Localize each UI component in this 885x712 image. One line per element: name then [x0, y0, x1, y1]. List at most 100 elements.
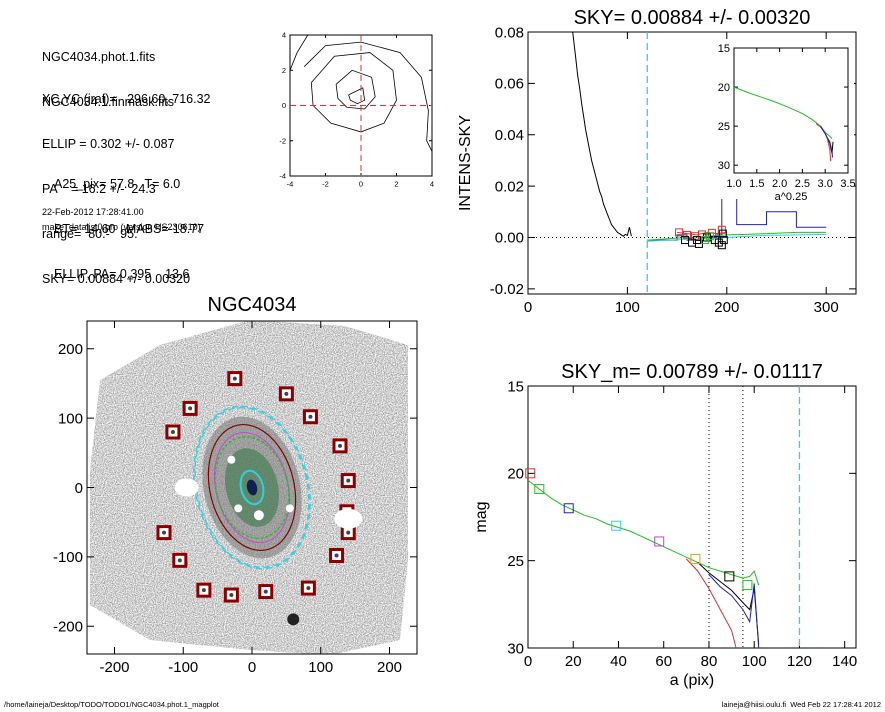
sky-x-tick-label: 0 [524, 299, 532, 316]
info-line: A25_pix= 57.8 T= 6.0 [54, 177, 181, 191]
mag-x-tick-label: 60 [655, 653, 672, 670]
isophote-contour [335, 69, 376, 110]
mag-marker [611, 520, 622, 531]
image-y-tick-label: -100 [53, 549, 83, 566]
masked-star [201, 588, 206, 593]
inset-x-tick-label: 3.5 [840, 178, 855, 190]
mag-marker [654, 536, 665, 547]
mag-x-tick-label: 20 [565, 653, 582, 670]
masked-star [346, 530, 351, 535]
info-line: ELLIP, PA= 0.395 13.6 [54, 267, 190, 281]
image-plot-title: NGC4034 [208, 294, 297, 316]
info-line: SKY= 0.00884 +/- 0.00320 [42, 272, 191, 286]
a25-ellipse [207, 423, 297, 552]
contour-y-tick-label: -2 [279, 136, 286, 145]
sky-plot-title: SKY= 0.00884 +/- 0.00320 [574, 7, 811, 29]
inset-x-tick-label: 3.0 [818, 178, 833, 190]
isophote-contour [348, 87, 366, 105]
bright-star [287, 613, 300, 626]
info-galaxy: A25_pix= 57.8 T= 6.0 BT= 14.60 MABS=-18.… [54, 147, 204, 297]
masked-star [170, 430, 175, 434]
masked-region [334, 508, 363, 529]
inset-y-tick-label: 30 [718, 160, 730, 172]
sky-x-tick-label: 100 [615, 299, 640, 316]
masked-star [229, 593, 234, 598]
info-line: NGC4034.1.finmask.fits [42, 95, 174, 109]
mag-marker [525, 468, 536, 479]
sky-y-tick-label: 0.00 [495, 230, 524, 247]
isophote-contour [289, 34, 309, 71]
contour-x-tick-label: 2 [394, 180, 398, 189]
sky-profile-line [572, 32, 632, 237]
sky-y-tick-label: -0.02 [490, 281, 524, 298]
sky-y-tick-label: 0.08 [495, 24, 524, 41]
contour-y-tick-label: -4 [279, 172, 286, 181]
mag-profile-line [697, 562, 760, 645]
mag-x-tick-label: 140 [832, 653, 857, 670]
masked-star [263, 589, 268, 594]
sky-marker [683, 230, 692, 239]
mag-marker [690, 553, 701, 564]
sky-y-label: INTENS-SKY [457, 115, 474, 211]
sky-marker [718, 229, 727, 238]
mag-profile-line [708, 574, 760, 648]
mag-marker [724, 571, 735, 582]
image-x-tick-label: -200 [99, 659, 129, 676]
image-x-tick-label: 100 [308, 659, 333, 676]
sky-marker [717, 241, 726, 250]
mag-marker [563, 503, 574, 514]
contour-x-tick-label: 0 [359, 180, 363, 189]
image-y-tick-label: 100 [58, 410, 83, 427]
mag-x-tick-label: 80 [701, 653, 718, 670]
info-line: XC,YC (iraf)= 296.60, 716.32 [42, 92, 211, 106]
contour-y-tick-label: 0 [282, 101, 286, 110]
masked-star [338, 443, 342, 448]
sky-marker [705, 232, 714, 241]
mag-x-tick-label: 0 [524, 653, 532, 670]
image-y-tick-label: 200 [58, 341, 83, 358]
sky-y-tick-label: 0.02 [495, 178, 524, 195]
image-x-tick-label: 0 [248, 659, 256, 676]
image-y-tick-label: 0 [75, 480, 83, 497]
masked-region [253, 510, 264, 521]
mag-x-tick-label: 40 [610, 653, 627, 670]
image-y-tick-label: -200 [53, 619, 83, 636]
mag-x-label: a (pix) [670, 672, 714, 689]
info-line: NGC4034.phot.1.fits [42, 50, 156, 64]
inset-y-tick-label: 25 [718, 121, 730, 133]
inset-x-label: a^0.25 [775, 191, 808, 203]
footer-user: laineja@hiisi.oulu.fi Wed Feb 22 17:28:4… [721, 700, 881, 709]
mag-y-label: mag [473, 501, 490, 532]
inset-profile-line [820, 125, 833, 158]
isophote-contour [310, 52, 397, 133]
mag-plot-frame [527, 385, 857, 649]
mag-x-tick-label: 120 [787, 653, 812, 670]
masked-star [284, 391, 289, 396]
mag-y-tick-label: 20 [507, 466, 524, 483]
sky-y-tick-label: 0.06 [495, 76, 524, 93]
mag-marker [534, 484, 545, 495]
contour-x-tick-label: 4 [430, 180, 434, 189]
masked-region [234, 504, 243, 513]
masked-region [174, 478, 199, 497]
contour-x-tick-label: -4 [287, 180, 294, 189]
masked-region [227, 455, 236, 464]
masked-star [308, 414, 313, 419]
sky-annulus-ellipse [214, 436, 290, 539]
footer-path: /home/laineja/Desktop/TODO/TODO1/NGC4034… [4, 700, 219, 709]
inset-x-tick-label: 1.0 [726, 178, 741, 190]
masked-star [346, 478, 351, 483]
mag-y-tick-label: 15 [507, 378, 524, 395]
info-params: XC,YC (iraf)= 296.60, 716.32 ELLIP = 0.3… [42, 62, 211, 302]
masked-star [334, 553, 339, 558]
inset-x-tick-label: 1.5 [749, 178, 764, 190]
mag-x-tick-label: 100 [742, 653, 767, 670]
image-x-tick-label: -100 [168, 659, 198, 676]
sky-plot-frame [527, 31, 857, 295]
inset-x-tick-label: 2.5 [795, 178, 810, 190]
contour-x-tick-label: -2 [322, 180, 329, 189]
inner-isophote [239, 469, 265, 506]
sky-y-tick-label: 0.04 [495, 127, 524, 144]
